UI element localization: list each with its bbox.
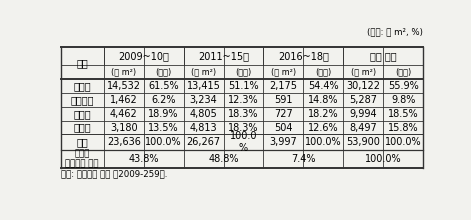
Text: 4,813: 4,813 bbox=[190, 123, 218, 133]
Text: 4,805: 4,805 bbox=[190, 109, 218, 119]
Text: 2011~15년: 2011~15년 bbox=[198, 51, 249, 61]
Text: 자료: 충청남도 고시 제2009-259호.: 자료: 충청남도 고시 제2009-259호. bbox=[61, 170, 167, 178]
Text: 15.8%: 15.8% bbox=[388, 123, 419, 133]
Text: 2016~18년: 2016~18년 bbox=[278, 51, 329, 61]
Text: 43.8%: 43.8% bbox=[129, 154, 159, 164]
Text: 8,497: 8,497 bbox=[349, 123, 377, 133]
Text: 13,415: 13,415 bbox=[187, 81, 220, 91]
Text: 26,267: 26,267 bbox=[187, 137, 220, 147]
Text: 서해안권: 서해안권 bbox=[71, 95, 94, 105]
Text: 4,462: 4,462 bbox=[110, 109, 138, 119]
Text: 연차별
개발면적 비율: 연차별 개발면적 비율 bbox=[65, 149, 99, 169]
Text: 2009~10년: 2009~10년 bbox=[118, 51, 169, 61]
Text: 13.5%: 13.5% bbox=[148, 123, 179, 133]
Text: (비율): (비율) bbox=[155, 68, 172, 77]
Text: 북부권: 북부권 bbox=[73, 81, 91, 91]
Text: 18.5%: 18.5% bbox=[388, 109, 419, 119]
Text: 3,180: 3,180 bbox=[110, 123, 138, 133]
Text: 12.6%: 12.6% bbox=[308, 123, 339, 133]
Text: 7.4%: 7.4% bbox=[291, 154, 316, 164]
Text: (비율): (비율) bbox=[315, 68, 332, 77]
Text: 3,997: 3,997 bbox=[269, 137, 297, 147]
Text: 18.3%: 18.3% bbox=[228, 109, 259, 119]
Text: 504: 504 bbox=[274, 123, 292, 133]
Text: 14,532: 14,532 bbox=[107, 81, 141, 91]
Text: (천 m²): (천 m²) bbox=[191, 68, 216, 77]
Text: 6.2%: 6.2% bbox=[151, 95, 176, 105]
Text: 18.3%: 18.3% bbox=[228, 123, 259, 133]
Text: 5,287: 5,287 bbox=[349, 95, 377, 105]
Text: 100.0%: 100.0% bbox=[146, 137, 182, 147]
Text: 금강권: 금강권 bbox=[73, 123, 91, 133]
Text: 48.8%: 48.8% bbox=[208, 154, 239, 164]
Text: 23,636: 23,636 bbox=[107, 137, 141, 147]
Text: 727: 727 bbox=[274, 109, 293, 119]
Text: 2,175: 2,175 bbox=[269, 81, 297, 91]
Text: 54.4%: 54.4% bbox=[308, 81, 339, 91]
Text: 9.8%: 9.8% bbox=[391, 95, 415, 105]
Text: 1,462: 1,462 bbox=[110, 95, 138, 105]
Text: 53,900: 53,900 bbox=[346, 137, 380, 147]
Text: 30,122: 30,122 bbox=[346, 81, 380, 91]
Text: 18.9%: 18.9% bbox=[148, 109, 179, 119]
Text: 12.3%: 12.3% bbox=[228, 95, 259, 105]
Text: (비율): (비율) bbox=[236, 68, 252, 77]
Text: 3,234: 3,234 bbox=[190, 95, 218, 105]
Text: 18.2%: 18.2% bbox=[308, 109, 339, 119]
Text: (비율): (비율) bbox=[395, 68, 411, 77]
Text: 내륙권: 내륙권 bbox=[73, 109, 91, 119]
Text: 14.8%: 14.8% bbox=[308, 95, 339, 105]
Text: 100.0%: 100.0% bbox=[365, 154, 402, 164]
Text: 구분: 구분 bbox=[76, 58, 88, 68]
Text: 100.0%: 100.0% bbox=[305, 137, 341, 147]
Text: 100.0%: 100.0% bbox=[385, 137, 422, 147]
Text: (단위: 천 m², %): (단위: 천 m², %) bbox=[367, 28, 423, 37]
Text: (천 m²): (천 m²) bbox=[111, 68, 136, 77]
Text: 591: 591 bbox=[274, 95, 292, 105]
Text: 55.9%: 55.9% bbox=[388, 81, 419, 91]
Text: 면적 합계: 면적 합계 bbox=[370, 51, 397, 61]
Text: 100.0
%: 100.0 % bbox=[230, 132, 257, 153]
Text: (천 m²): (천 m²) bbox=[351, 68, 376, 77]
Text: 51.1%: 51.1% bbox=[228, 81, 259, 91]
Text: (천 m²): (천 m²) bbox=[271, 68, 296, 77]
Text: 합계: 합계 bbox=[76, 137, 88, 147]
Text: 9,994: 9,994 bbox=[349, 109, 377, 119]
Text: 61.5%: 61.5% bbox=[148, 81, 179, 91]
